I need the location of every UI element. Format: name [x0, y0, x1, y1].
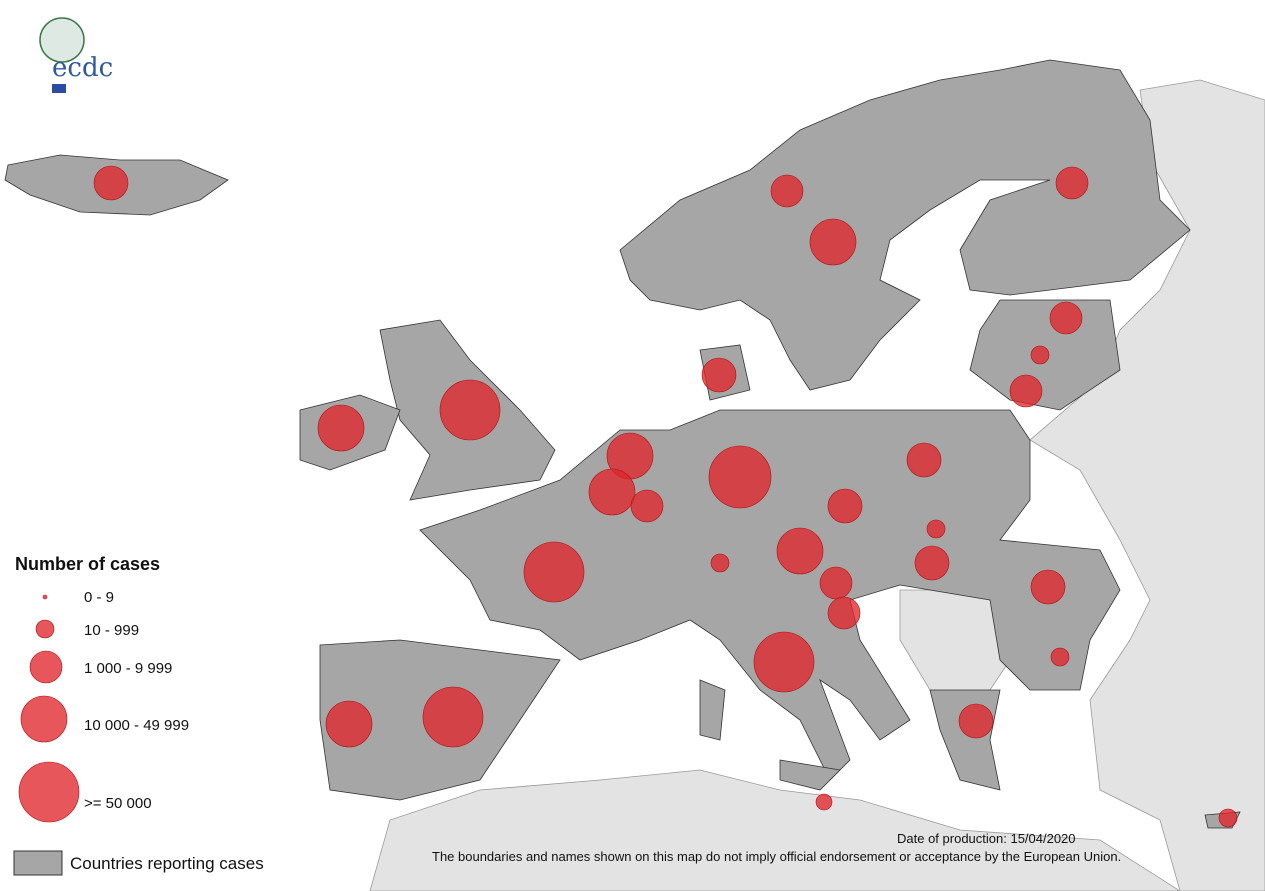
case-bubble — [1050, 647, 1070, 667]
case-bubble — [701, 357, 737, 393]
case-bubble — [753, 631, 815, 693]
case-bubble — [1218, 808, 1238, 828]
case-bubble — [1009, 374, 1043, 408]
case-bubble — [325, 700, 373, 748]
legend-swatch — [13, 850, 63, 876]
case-bubble — [708, 445, 772, 509]
case-bubble — [809, 218, 857, 266]
legend-label: 10 - 999 — [84, 622, 139, 639]
case-bubble — [1049, 301, 1083, 335]
non-reporting-areas — [369, 79, 1265, 891]
case-bubble — [422, 686, 484, 748]
case-bubble — [1030, 569, 1066, 605]
country-shape — [369, 769, 1181, 891]
case-bubble — [523, 541, 585, 603]
case-bubble — [926, 519, 946, 539]
case-bubble — [588, 468, 636, 516]
legend-label: 0 - 9 — [84, 589, 114, 606]
case-bubble — [20, 695, 68, 743]
case-bubble — [29, 650, 63, 684]
case-bubble — [914, 545, 950, 581]
legend: Number of cases 0 - 9 10 - 999 1 000 - 9… — [13, 554, 264, 876]
production-date: Date of production: 15/04/2020 — [897, 831, 1076, 846]
case-bubbles — [93, 165, 1238, 828]
case-bubble — [827, 488, 863, 524]
disclaimer: The boundaries and names shown on this m… — [432, 849, 1121, 864]
logo: ecdc — [39, 17, 113, 93]
case-bubble — [1030, 345, 1050, 365]
legend-label: Countries reporting cases — [70, 854, 264, 873]
legend-label: 10 000 - 49 999 — [84, 717, 189, 734]
country-shape — [929, 689, 1001, 791]
legend-title: Number of cases — [15, 554, 160, 574]
logo-text: ecdc — [52, 53, 113, 83]
case-bubble — [710, 553, 730, 573]
logo-globe — [39, 17, 85, 63]
country-shape — [779, 759, 841, 791]
country-shape — [699, 679, 726, 741]
case-bubble — [317, 404, 365, 452]
case-bubble — [1055, 166, 1089, 200]
case-bubble — [776, 527, 824, 575]
case-bubble — [35, 619, 55, 639]
eu-flag — [52, 84, 66, 93]
case-bubble — [906, 442, 942, 478]
case-bubble — [827, 596, 861, 630]
country-shape — [619, 59, 1191, 391]
case-bubble — [439, 379, 501, 441]
country-shape — [1029, 79, 1265, 891]
case-bubble — [18, 761, 80, 823]
case-bubble — [42, 594, 48, 600]
case-bubble — [93, 165, 129, 201]
case-bubble — [770, 174, 804, 208]
case-bubble — [958, 703, 994, 739]
case-bubble — [819, 566, 853, 600]
case-bubble — [815, 793, 833, 811]
legend-label: >= 50 000 — [84, 795, 152, 812]
legend-label: 1 000 - 9 999 — [84, 660, 172, 677]
case-bubble — [630, 489, 664, 523]
